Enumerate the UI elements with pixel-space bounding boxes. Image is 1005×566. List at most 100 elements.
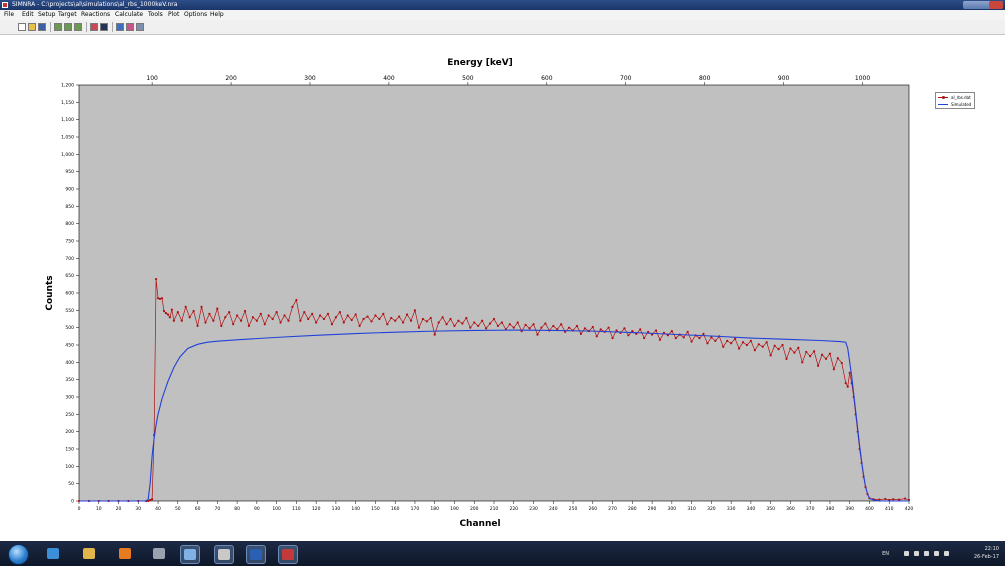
x-tick-label: 130: [332, 506, 341, 512]
data-point: [607, 326, 610, 329]
taskbar-firefox-button[interactable]: [116, 545, 134, 562]
x-tick-label: 70: [214, 506, 220, 512]
close-icon[interactable]: [989, 1, 1003, 9]
flag-icon[interactable]: [914, 551, 919, 556]
legend-entry-simulated: Simulated: [938, 101, 975, 108]
x-tick-label: 0: [78, 506, 81, 512]
data-point: [251, 316, 254, 319]
data-icon[interactable]: [136, 23, 144, 31]
y-tick-label: 1,100: [61, 117, 74, 123]
data-point: [898, 498, 901, 501]
target-icon[interactable]: [64, 23, 72, 31]
calculate-icon[interactable]: [90, 23, 98, 31]
menu-help[interactable]: Help: [210, 11, 224, 18]
x-tick-label: 410: [885, 506, 894, 512]
plot-icon[interactable]: [116, 23, 124, 31]
reactions-icon[interactable]: [74, 23, 82, 31]
menu-target[interactable]: Target: [58, 11, 77, 18]
taskbar-simnra-button[interactable]: [278, 545, 298, 564]
clock-date[interactable]: 26-Feb-17: [973, 554, 999, 560]
menu-setup[interactable]: Setup: [38, 11, 56, 18]
data-point: [172, 319, 175, 322]
x-tick-label: 260: [589, 506, 598, 512]
menu-tools[interactable]: Tools: [148, 11, 163, 18]
data-point: [749, 339, 753, 342]
data-point: [449, 317, 452, 321]
menu-edit[interactable]: Edit: [22, 11, 34, 18]
taskbar-word-button[interactable]: [246, 545, 266, 564]
zoom-icon[interactable]: [126, 23, 134, 31]
save-icon[interactable]: [38, 23, 46, 31]
battery-icon[interactable]: [924, 551, 929, 556]
x-tick-label: 310: [687, 506, 696, 512]
data-point: [500, 321, 503, 324]
title-bar: SIMNRA - C:\projects\al\simulations\al_r…: [0, 0, 1005, 10]
app-icon: [2, 2, 8, 8]
data-point: [413, 309, 417, 312]
data-point: [378, 317, 381, 321]
open-file-icon[interactable]: [28, 23, 36, 31]
x-tick-label: 340: [747, 506, 756, 512]
data-point: [623, 327, 626, 330]
y-tick-label: 1,200: [61, 83, 74, 89]
notification-icon[interactable]: [904, 551, 909, 556]
data-point: [398, 315, 401, 318]
data-point: [878, 498, 881, 501]
data-point: [726, 339, 729, 342]
data-point: [698, 336, 701, 340]
data-point: [658, 338, 662, 341]
x-tick-label: 290: [648, 506, 657, 512]
data-point: [149, 498, 152, 502]
menu-calculate[interactable]: Calculate: [115, 11, 144, 18]
simnra-icon: [282, 549, 294, 560]
data-point: [196, 324, 199, 328]
menu-reactions[interactable]: Reactions: [81, 11, 111, 18]
tray-icons: [896, 550, 951, 558]
plot-area[interactable]: [78, 84, 910, 502]
taskbar-media-button[interactable]: [214, 545, 234, 564]
y-tick-label: 300: [65, 395, 74, 401]
data-point: [884, 497, 887, 501]
menu-file[interactable]: File: [4, 11, 15, 18]
energy-tick-label: 1000: [855, 75, 870, 82]
x-tick-label: 370: [806, 506, 815, 512]
data-point: [591, 325, 594, 329]
network-status-icon[interactable]: [934, 551, 939, 556]
taskbar-folder-button[interactable]: [80, 545, 98, 562]
taskbar-explorer-window-button[interactable]: [180, 545, 200, 564]
data-point: [817, 364, 820, 367]
x-tick-label: 400: [865, 506, 874, 512]
data-point: [224, 316, 227, 319]
x-tick-label: 160: [391, 506, 400, 512]
y-tick-label: 100: [65, 464, 74, 470]
x-tick-label: 330: [727, 506, 736, 512]
start-button[interactable]: [8, 544, 29, 565]
data-point: [405, 313, 409, 316]
clock-time[interactable]: 22:10: [984, 546, 999, 552]
volume-icon[interactable]: [944, 551, 949, 556]
data-point: [180, 319, 183, 322]
new-file-icon[interactable]: [18, 23, 26, 31]
taskbar-ie-button[interactable]: [44, 545, 62, 562]
data-point: [761, 345, 764, 348]
data-point: [488, 322, 492, 325]
menu-options[interactable]: Options: [184, 11, 208, 18]
language-indicator[interactable]: EN: [882, 551, 889, 557]
setup-icon[interactable]: [54, 23, 62, 31]
data-point: [158, 297, 162, 300]
data-point: [200, 305, 203, 308]
x-tick-label: 380: [826, 506, 835, 512]
data-point: [390, 316, 393, 320]
window-controls[interactable]: [963, 1, 1003, 9]
info-icon[interactable]: [100, 23, 108, 31]
data-point: [461, 322, 464, 325]
menu-plot[interactable]: Plot: [168, 11, 180, 18]
y-tick-label: 800: [65, 221, 74, 227]
data-point: [627, 334, 630, 337]
taskbar-network-button[interactable]: [150, 545, 168, 562]
energy-tick-label: 800: [699, 75, 711, 82]
y-tick-label: 1,000: [61, 152, 74, 158]
data-point: [326, 312, 330, 315]
x-tick-label: 10: [96, 506, 102, 512]
x-tick-label: 280: [628, 506, 637, 512]
